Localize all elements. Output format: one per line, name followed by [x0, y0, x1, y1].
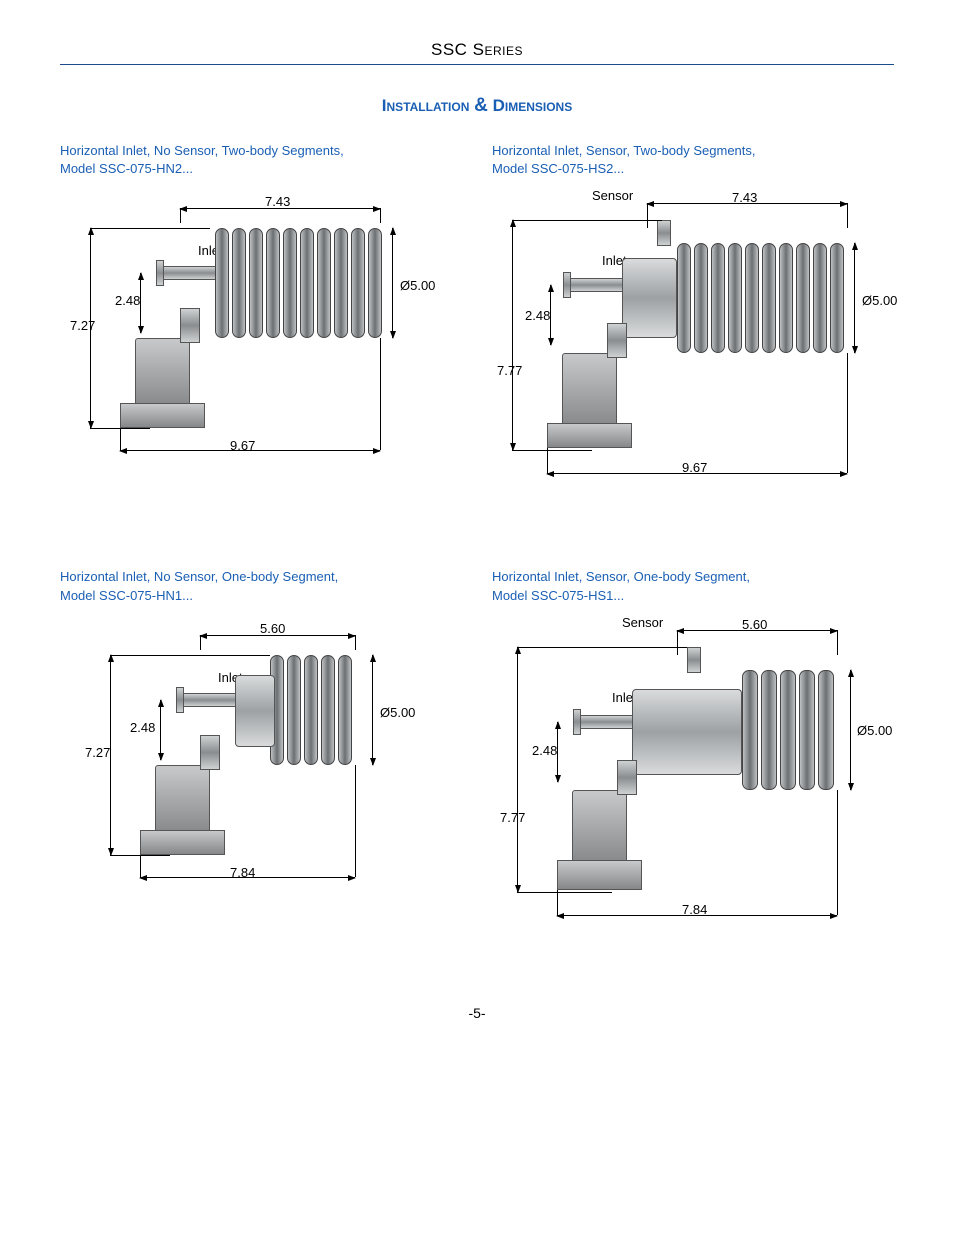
caption-line1: Horizontal Inlet, Sensor, Two-body Segme… — [492, 143, 756, 158]
inlet-stub — [160, 266, 220, 280]
caption-line1: Horizontal Inlet, No Sensor, One-body Se… — [60, 569, 338, 584]
dim-diameter: Ø5.00 — [862, 293, 897, 308]
valve-base — [572, 790, 627, 865]
figure-row-2: Horizontal Inlet, No Sensor, One-body Se… — [60, 568, 894, 944]
inlet-flange — [573, 709, 581, 735]
panel-caption: Horizontal Inlet, Sensor, One-body Segme… — [492, 568, 894, 604]
panel-hs2: Horizontal Inlet, Sensor, Two-body Segme… — [492, 142, 894, 508]
caption-line1: Horizontal Inlet, Sensor, One-body Segme… — [492, 569, 750, 584]
sensor-stub — [657, 220, 671, 246]
section-title-post: Dimensions — [488, 96, 572, 115]
dim-diameter: Ø5.00 — [857, 723, 892, 738]
fin-stack — [677, 243, 847, 353]
dim-inlet-h: 2.48 — [525, 308, 550, 323]
page-number: -5- — [60, 1005, 894, 1021]
drawing-hn2: 7.43 Inlet 2.48 7.27 — [60, 188, 462, 488]
caption-line2: Model SSC-075-HS2... — [492, 161, 624, 176]
fin-stack — [215, 228, 385, 338]
valve-foot — [140, 830, 225, 855]
drawing-hs2: Sensor 7.43 Inlet — [492, 188, 894, 508]
dim-inlet-h: 2.48 — [532, 743, 557, 758]
dim-top-width: 5.60 — [742, 617, 767, 632]
section-title-pre: Installation — [382, 96, 474, 115]
figure-row-1: Horizontal Inlet, No Sensor, Two-body Se… — [60, 142, 894, 508]
valve-foot — [557, 860, 642, 890]
sensor-stub — [687, 647, 701, 673]
valve-neck — [617, 760, 637, 795]
inlet-stub — [180, 693, 240, 707]
dim-bottom-width: 7.84 — [230, 865, 255, 880]
valve-foot — [547, 423, 632, 448]
dim-overall-h: 7.27 — [70, 318, 95, 333]
dim-bottom-width: 7.84 — [682, 902, 707, 917]
drawing-hn1: 5.60 Inlet 2.48 7.27 — [60, 615, 462, 915]
dim-overall-h: 7.77 — [500, 810, 525, 825]
fin-stack — [742, 670, 837, 790]
body-block — [622, 258, 677, 338]
panel-hn1: Horizontal Inlet, No Sensor, One-body Se… — [60, 568, 462, 944]
valve-neck — [200, 735, 220, 770]
body-block — [235, 675, 275, 747]
section-title: Installation & Dimensions — [60, 95, 894, 117]
caption-line1: Horizontal Inlet, No Sensor, Two-body Se… — [60, 143, 344, 158]
sensor-label: Sensor — [592, 188, 633, 203]
valve-base — [155, 765, 210, 835]
valve-base — [562, 353, 617, 428]
dim-top-width: 7.43 — [732, 190, 757, 205]
valve-base — [135, 338, 190, 408]
valve-foot — [120, 403, 205, 428]
dim-bottom-width: 9.67 — [682, 460, 707, 475]
dim-overall-h: 7.27 — [85, 745, 110, 760]
inlet-flange — [563, 272, 571, 298]
section-title-amp: & — [474, 95, 488, 116]
dim-diameter: Ø5.00 — [400, 278, 435, 293]
dim-diameter: Ø5.00 — [380, 705, 415, 720]
fin-stack — [270, 655, 355, 765]
body-block — [632, 689, 742, 775]
caption-line2: Model SSC-075-HS1... — [492, 588, 624, 603]
panel-caption: Horizontal Inlet, Sensor, Two-body Segme… — [492, 142, 894, 178]
page-header: SSC Series — [60, 40, 894, 65]
caption-line2: Model SSC-075-HN1... — [60, 588, 193, 603]
panel-caption: Horizontal Inlet, No Sensor, One-body Se… — [60, 568, 462, 604]
inlet-stub — [577, 715, 637, 729]
inlet-stub — [567, 278, 627, 292]
panel-hs1: Horizontal Inlet, Sensor, One-body Segme… — [492, 568, 894, 944]
sensor-label: Sensor — [622, 615, 663, 630]
panel-hn2: Horizontal Inlet, No Sensor, Two-body Se… — [60, 142, 462, 508]
drawing-hs1: Sensor 5.60 Inlet — [492, 615, 894, 945]
caption-line2: Model SSC-075-HN2... — [60, 161, 193, 176]
panel-caption: Horizontal Inlet, No Sensor, Two-body Se… — [60, 142, 462, 178]
header-title: SSC Series — [431, 40, 523, 59]
dim-overall-h: 7.77 — [497, 363, 522, 378]
valve-neck — [180, 308, 200, 343]
dim-bottom-width: 9.67 — [230, 438, 255, 453]
inlet-flange — [156, 260, 164, 286]
dim-inlet-h: 2.48 — [130, 720, 155, 735]
inlet-flange — [176, 687, 184, 713]
dim-top-width: 7.43 — [265, 194, 290, 209]
dim-top-width: 5.60 — [260, 621, 285, 636]
dim-inlet-h: 2.48 — [115, 293, 140, 308]
valve-neck — [607, 323, 627, 358]
